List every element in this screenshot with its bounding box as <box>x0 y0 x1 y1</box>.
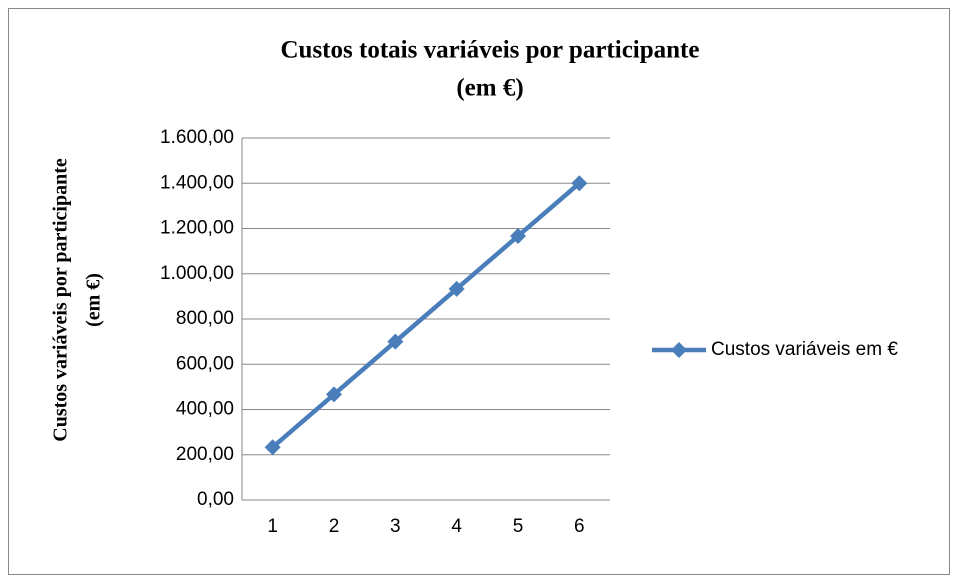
y-tick-label: 800,00 <box>176 308 234 329</box>
y-tick-label: 400,00 <box>176 399 234 420</box>
data-point <box>448 280 465 297</box>
x-tick-label: 2 <box>329 516 340 537</box>
y-axis-label: (em €) <box>83 273 105 327</box>
x-tick-label: 1 <box>267 516 278 537</box>
x-tick-label: 6 <box>574 516 585 537</box>
legend-marker <box>671 342 687 358</box>
data-point <box>326 386 342 403</box>
data-point <box>571 175 588 192</box>
chart-title: (em €) <box>456 75 523 102</box>
y-tick-label: 0,00 <box>197 489 234 510</box>
y-tick-label: 1.600,00 <box>160 127 234 148</box>
data-line <box>271 181 581 449</box>
legend-label: Custos variáveis em € <box>711 339 898 360</box>
data-point <box>387 333 404 350</box>
y-tick-label: 1.200,00 <box>160 218 234 239</box>
y-tick-label: 1.000,00 <box>160 263 234 284</box>
y-axis-label: Custos variáveis por participante <box>50 158 72 442</box>
y-tick-label: 600,00 <box>176 353 234 374</box>
chart-border <box>8 8 950 575</box>
x-tick-label: 5 <box>513 516 524 537</box>
x-tick-label: 3 <box>390 516 401 537</box>
data-point <box>510 228 526 245</box>
data-point <box>264 439 281 456</box>
x-tick-label: 4 <box>451 516 462 537</box>
y-tick-label: 200,00 <box>176 444 234 465</box>
chart-title: Custos totais variáveis por participante <box>281 37 700 64</box>
y-tick-label: 1.400,00 <box>160 172 234 193</box>
